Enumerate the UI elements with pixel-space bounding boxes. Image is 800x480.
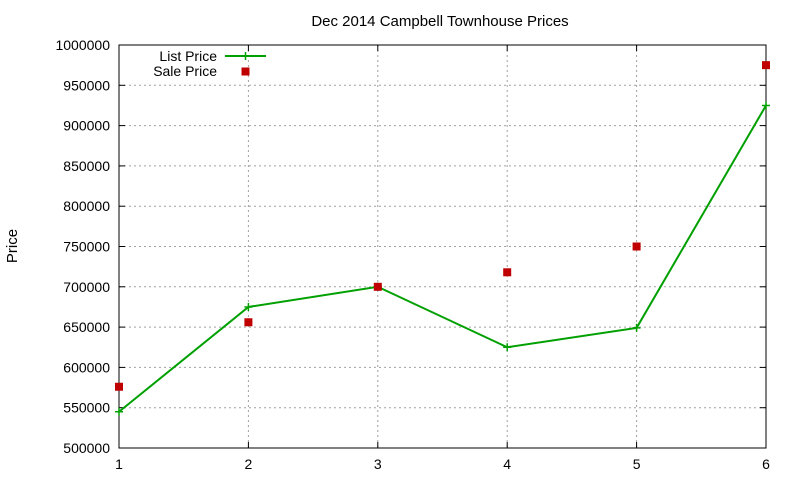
sale-price-point [762,61,770,70]
y-tick-label: 500000 [63,440,110,456]
y-tick-label: 950000 [63,77,110,93]
x-tick-label: 1 [115,456,123,472]
list-price-point [632,323,641,332]
grid [119,45,766,448]
y-tick-label: 900000 [63,118,110,134]
y-tick-label: 650000 [63,319,110,335]
y-axis-label: Price [4,229,21,263]
sale-price-point [373,282,382,291]
series-layer [115,61,770,416]
list-price-line [118,104,767,413]
x-tick-label: 3 [374,456,382,472]
x-tick-label: 2 [245,456,253,472]
y-tick-label: 700000 [63,279,110,295]
sale-price-point [503,268,512,277]
legend-label-sale-price: Sale Price [153,63,217,79]
y-tick-label: 550000 [63,400,110,416]
x-tick-label: 6 [762,456,770,472]
y-tick-label: 800000 [63,198,110,214]
y-tick-label: 750000 [63,239,110,255]
y-tick-label: 1000000 [55,37,110,53]
tick-labels: 500000 550000 600000 650000 700000 750000 8000… [55,37,770,472]
list-price-point [115,407,123,416]
list-price-point [244,302,253,311]
plot-frame [118,44,767,449]
legend-marker-sale-price [241,67,250,76]
sale-price-point [244,318,253,327]
chart-title: Dec 2014 Campbell Townhouse Prices [311,13,568,30]
list-price-point [503,343,512,352]
x-tick-label: 5 [633,456,641,472]
y-tick-label: 600000 [63,359,110,375]
x-tick-label: 4 [503,456,511,472]
legend-label-list-price: List Price [159,48,217,64]
sale-price-point [632,242,641,251]
list-price-point [762,101,770,110]
y-tick-label: 850000 [63,158,110,174]
sale-price-point [115,382,123,391]
axis-ticks [118,44,767,449]
legend-marker-list-price [241,52,250,60]
